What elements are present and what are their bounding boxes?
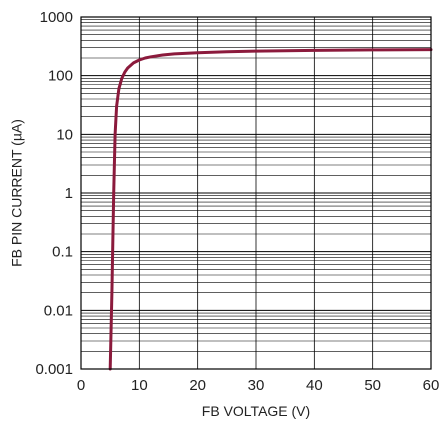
y-axis-title: FB PIN CURRENT (µA) [9,119,25,267]
x-tick-label: 40 [306,377,323,394]
y-tick-label: 1000 [40,9,73,26]
y-tick-label: 0.1 [52,244,73,261]
y-tick-label: 10 [56,126,73,143]
plot-area [108,48,433,371]
plot-frame [80,16,432,370]
tick-labels: 0 10 20 30 40 50 60 0.001 0.01 0.1 1 10 100 1000 [35,9,439,394]
series-line [108,48,433,371]
x-tick-label: 10 [131,377,148,394]
y-tick-label: 0.001 [35,361,73,378]
x-tick-label: 30 [248,377,265,394]
y-tick-label: 1 [65,185,73,202]
x-axis-title: FB VOLTAGE (V) [202,403,310,419]
y-tick-label: 100 [48,68,73,85]
x-tick-label: 0 [77,377,85,394]
x-tick-label: 50 [364,377,381,394]
x-tick-label: 20 [189,377,206,394]
y-tick-label: 0.01 [44,302,73,319]
x-tick-label: 60 [423,377,440,394]
grid [81,17,431,369]
